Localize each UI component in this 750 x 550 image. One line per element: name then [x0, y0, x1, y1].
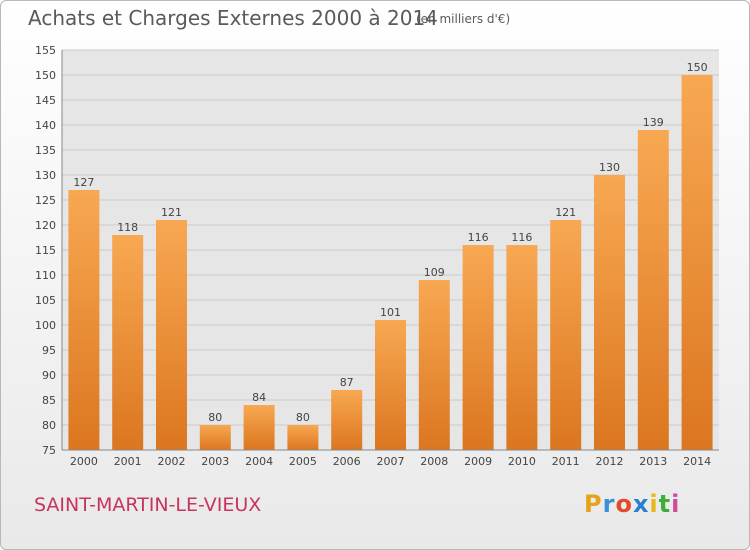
bar-2001 — [112, 235, 144, 450]
x-tick-label: 2004 — [245, 455, 273, 468]
logo-letter: o — [615, 490, 633, 518]
data-label: 130 — [599, 161, 620, 174]
data-label: 109 — [424, 266, 445, 279]
data-label: 87 — [340, 376, 354, 389]
bar-2004 — [243, 405, 275, 450]
y-tick-label: 150 — [35, 69, 56, 82]
data-label: 139 — [643, 116, 664, 129]
y-tick-label: 140 — [35, 119, 56, 132]
bar-2012 — [594, 175, 625, 450]
data-label: 80 — [208, 411, 222, 424]
y-tick-label: 105 — [35, 294, 56, 307]
y-tick-label: 145 — [35, 94, 56, 107]
data-label: 127 — [73, 176, 94, 189]
logo-letter: x — [632, 490, 650, 518]
logo-letter: r — [602, 490, 616, 518]
bar-2009 — [462, 245, 494, 450]
x-tick-label: 2001 — [114, 455, 142, 468]
data-label: 116 — [468, 231, 489, 244]
data-label: 150 — [687, 61, 708, 74]
chart-unit: (en milliers d'€) — [416, 12, 511, 26]
data-label: 116 — [511, 231, 532, 244]
bar-2005 — [287, 425, 319, 450]
logo-letter: i — [671, 490, 681, 518]
x-tick-label: 2002 — [158, 455, 186, 468]
bar-2014 — [681, 75, 713, 450]
y-tick-label: 90 — [42, 369, 56, 382]
y-tick-label: 75 — [42, 444, 56, 457]
logo-letter: P — [584, 490, 603, 518]
y-tick-label: 115 — [35, 244, 56, 257]
y-tick-label: 120 — [35, 219, 56, 232]
x-tick-label: 2005 — [289, 455, 317, 468]
x-tick-label: 2008 — [420, 455, 448, 468]
y-tick-label: 155 — [35, 44, 56, 57]
data-label: 84 — [252, 391, 266, 404]
y-tick-label: 95 — [42, 344, 56, 357]
x-tick-label: 2006 — [333, 455, 361, 468]
bar-2010 — [506, 245, 538, 450]
data-label: 118 — [117, 221, 138, 234]
chart-title: Achats et Charges Externes 2000 à 2014 — [28, 6, 438, 30]
data-label: 80 — [296, 411, 310, 424]
x-tick-label: 2013 — [639, 455, 667, 468]
x-tick-label: 2010 — [508, 455, 536, 468]
bar-2011 — [550, 220, 582, 450]
logo-letter: t — [658, 490, 672, 518]
proxiti-logo: Proxiti — [584, 490, 680, 518]
x-tick-label: 2012 — [596, 455, 624, 468]
y-tick-label: 130 — [35, 169, 56, 182]
y-tick-label: 80 — [42, 419, 56, 432]
commune-name: SAINT-MARTIN-LE-VIEUX — [34, 494, 262, 516]
bar-2003 — [199, 425, 231, 450]
bar-2002 — [156, 220, 187, 450]
y-tick-label: 135 — [35, 144, 56, 157]
x-tick-label: 2000 — [70, 455, 98, 468]
logo-letter: i — [649, 490, 659, 518]
data-label: 121 — [161, 206, 182, 219]
x-tick-label: 2007 — [377, 455, 405, 468]
y-tick-label: 100 — [35, 319, 56, 332]
bar-2006 — [331, 390, 363, 450]
x-tick-label: 2014 — [683, 455, 711, 468]
x-tick-label: 2011 — [552, 455, 580, 468]
x-tick-label: 2009 — [464, 455, 492, 468]
bar-2000 — [68, 190, 100, 450]
y-tick-label: 125 — [35, 194, 56, 207]
bar-2013 — [637, 130, 669, 450]
data-label: 101 — [380, 306, 401, 319]
y-tick-label: 85 — [42, 394, 56, 407]
bar-2007 — [375, 320, 406, 450]
x-tick-label: 2003 — [201, 455, 229, 468]
bar-2008 — [418, 280, 450, 450]
data-label: 121 — [555, 206, 576, 219]
y-tick-label: 110 — [35, 269, 56, 282]
